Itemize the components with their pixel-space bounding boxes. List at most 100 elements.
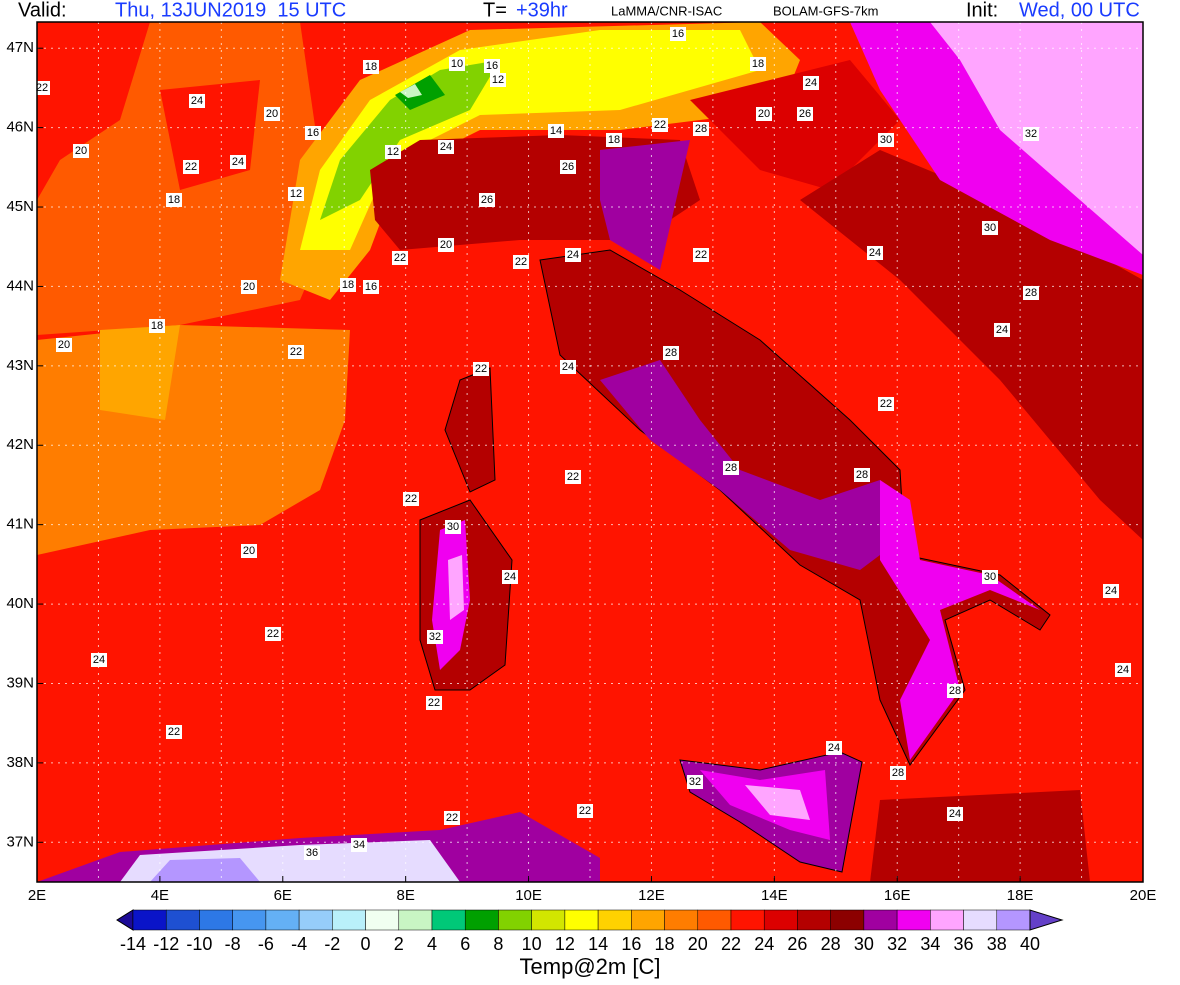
contour-label-box	[693, 248, 709, 262]
contour-label: 20	[243, 281, 255, 293]
colorbar-arrow	[1029, 909, 1064, 931]
contour-label: 24	[1105, 585, 1117, 597]
x-tick-label: 16E	[884, 887, 911, 904]
contour-label-box	[560, 360, 576, 374]
contour-label: 24	[232, 156, 244, 168]
contour-label-box	[183, 160, 199, 174]
contour-label-box	[756, 107, 772, 121]
colorbar-box	[730, 909, 765, 931]
field-area	[320, 60, 500, 220]
colorbar-box	[963, 909, 998, 931]
contour-label-box	[982, 570, 998, 584]
grid	[37, 22, 1143, 882]
contour-label: 22	[267, 628, 279, 640]
y-tick-label: 40N	[6, 595, 34, 612]
contour-label: 24	[504, 571, 516, 583]
contour-label-box	[473, 362, 489, 376]
contour-label-box	[149, 319, 165, 333]
contour-label: 22	[405, 493, 417, 505]
colorbar-label: 12	[555, 934, 575, 954]
contour-label: 24	[93, 654, 105, 666]
field-area	[870, 790, 1090, 882]
colorbar-box	[298, 909, 333, 931]
contour-label-box	[606, 133, 622, 147]
contour-label-box	[427, 630, 443, 644]
contour-label-box	[438, 140, 454, 154]
colorbar-box	[797, 909, 831, 931]
contour-label-box	[826, 741, 842, 755]
contour-label-box	[438, 238, 454, 252]
contour-label: 22	[880, 398, 892, 410]
colorbar-box	[996, 909, 1031, 931]
colorbar-box	[165, 909, 200, 931]
colorbar-box	[564, 909, 599, 931]
contour-label: 22	[36, 82, 48, 94]
contour-label: 16	[486, 60, 498, 72]
contour-label: 24	[828, 742, 840, 754]
contour-label: 20	[243, 545, 255, 557]
contour-label-box	[947, 684, 963, 698]
field-area	[745, 785, 810, 820]
colorbar-box	[498, 909, 532, 931]
field-area	[100, 325, 180, 420]
contour-label-box	[994, 323, 1010, 337]
contour-label-box	[723, 461, 739, 475]
contour-label-box	[1023, 127, 1039, 141]
contour-label: 18	[752, 58, 764, 70]
contour-label: 20	[75, 145, 87, 157]
colorbar-box	[863, 909, 898, 931]
contour-label: 22	[185, 161, 197, 173]
contour-label-box	[189, 94, 205, 108]
contour-label-box	[1103, 584, 1119, 598]
colorbar-box	[664, 909, 699, 931]
contour-label-box	[947, 807, 963, 821]
contour-label-box	[363, 60, 379, 74]
colorbar-label: 2	[394, 934, 404, 954]
contour-label-box	[1115, 663, 1131, 677]
forecast-label: T=	[483, 0, 507, 21]
contour-label: 24	[567, 249, 579, 261]
contour-label-box	[426, 696, 442, 710]
contour-label: 22	[695, 249, 707, 261]
contour-label: 12	[290, 188, 302, 200]
contour-label: 30	[447, 521, 459, 533]
contour-label-box	[363, 280, 379, 294]
colorbar-box	[896, 909, 931, 931]
contour-label-box	[403, 492, 419, 506]
map-frame	[36, 21, 1144, 883]
contour-label-box	[693, 122, 709, 136]
contour-label-box	[340, 278, 356, 292]
contour-label: 18	[608, 134, 620, 146]
contour-label-box	[565, 470, 581, 484]
colorbar-box	[332, 909, 366, 931]
contour-label: 28	[949, 685, 961, 697]
x-tick-label: 4E	[151, 887, 169, 904]
x-tick-label: 6E	[274, 887, 292, 904]
contour-label: 24	[805, 77, 817, 89]
contour-label: 12	[387, 146, 399, 158]
contour-label-box	[304, 846, 320, 860]
colorbar-box	[631, 909, 665, 931]
colorbar-arrow	[116, 909, 134, 931]
contour-label: 24	[996, 324, 1008, 336]
valid-label: Valid:	[18, 0, 67, 21]
y-tick-label: 45N	[6, 198, 34, 215]
colorbar-label: 40	[1020, 934, 1040, 954]
contour-label-box	[854, 468, 870, 482]
colorbar-label: 26	[787, 934, 807, 954]
colorbar-label: 32	[887, 934, 907, 954]
contour-label: 28	[665, 347, 677, 359]
y-tick-label: 38N	[6, 754, 34, 771]
contour-label-box	[56, 338, 72, 352]
source: LaMMA/CNR-ISAC	[611, 3, 722, 18]
contour-label: 24	[949, 808, 961, 820]
colorbar-label: 18	[655, 934, 675, 954]
colorbar-label: 10	[522, 934, 542, 954]
contour-label: 24	[1117, 664, 1129, 676]
contour-label: 16	[307, 127, 319, 139]
contour-label: 22	[290, 346, 302, 358]
contour-label-box	[392, 251, 408, 265]
contour-label-box	[264, 107, 280, 121]
contour-label-box	[351, 838, 367, 852]
